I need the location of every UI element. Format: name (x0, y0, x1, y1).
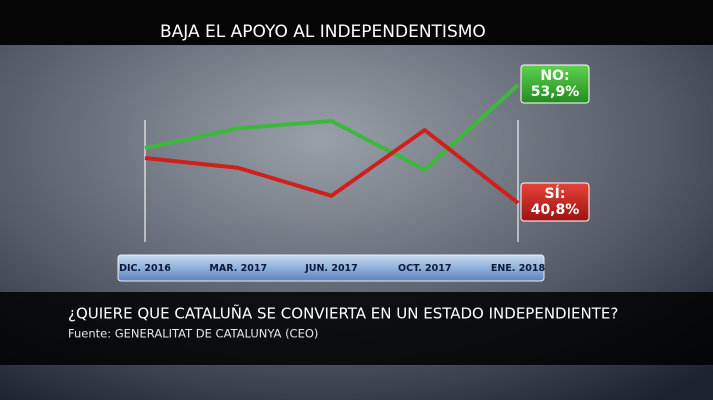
series-line (144, 83, 520, 172)
value-label: 53,9% (531, 84, 580, 100)
title-bar (0, 0, 713, 45)
x-tick-label: MAR. 2017 (209, 263, 267, 274)
x-axis-bar (117, 254, 545, 282)
label-box (520, 64, 590, 104)
label-box (520, 182, 590, 222)
x-tick-label: OCT. 2017 (398, 263, 451, 274)
legend-label: SÍ: (545, 185, 566, 202)
chart-title: BAJA EL APOYO AL INDEPENDENTISMO (160, 22, 486, 42)
value-label: 40,8% (531, 202, 580, 218)
footer-band (0, 292, 713, 365)
x-tick-label: DIC. 2016 (119, 263, 171, 274)
legend-label: NO: (540, 68, 569, 84)
source: Fuente: GENERALITAT DE CATALUNYA (CEO) (68, 327, 318, 341)
question: ¿QUIERE QUE CATALUÑA SE CONVIERTA EN UN … (68, 304, 618, 323)
x-tick-label: ENE. 2018 (491, 263, 546, 274)
x-tick-label: JUN. 2017 (304, 263, 358, 274)
series-line (144, 128, 520, 205)
